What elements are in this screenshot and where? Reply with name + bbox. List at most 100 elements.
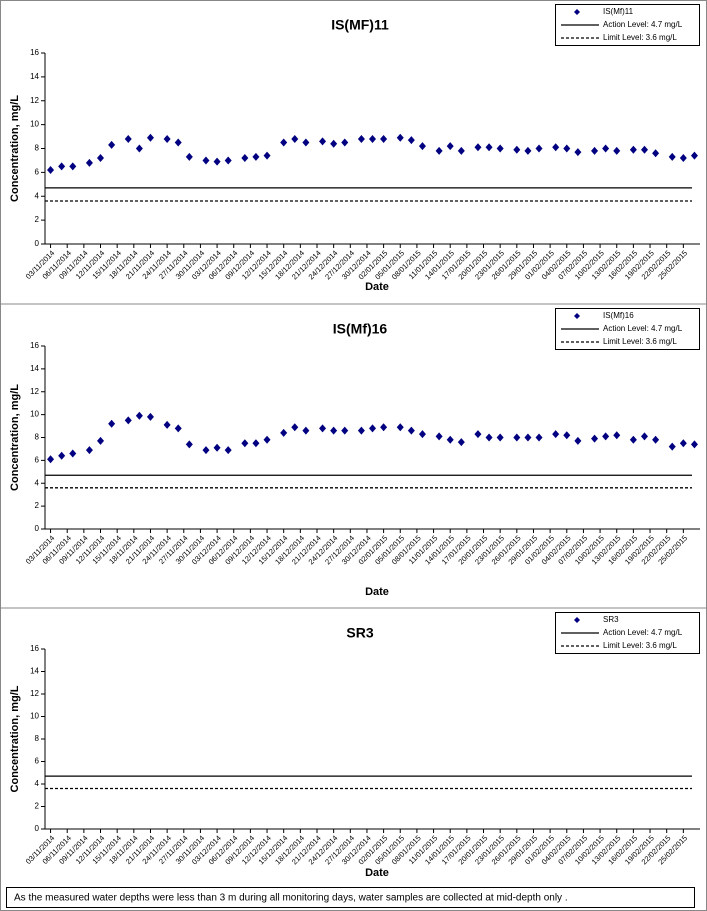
data-point	[369, 424, 376, 433]
data-point	[280, 138, 288, 147]
data-point	[135, 144, 143, 153]
data-point	[108, 140, 116, 149]
data-point	[690, 440, 698, 449]
data-point	[357, 134, 365, 143]
data-point	[58, 162, 66, 171]
data-point	[524, 433, 532, 442]
y-tick-label: 16	[30, 341, 39, 350]
data-point	[302, 426, 310, 435]
y-axis-title: Concentration, mg/L	[9, 384, 21, 491]
data-point	[679, 154, 687, 163]
data-point	[563, 431, 571, 440]
y-tick-label: 14	[30, 364, 39, 373]
data-point	[58, 451, 66, 460]
legend-label: Limit Level: 3.6 mg/L	[603, 337, 677, 346]
data-point	[174, 424, 182, 433]
y-tick-label: 10	[30, 120, 39, 129]
data-point	[291, 423, 299, 432]
data-point	[485, 143, 493, 152]
y-axis-title: Concentration, mg/L	[9, 685, 21, 792]
data-point	[418, 142, 426, 151]
data-point	[552, 143, 560, 152]
data-point	[668, 442, 676, 451]
data-point	[47, 165, 55, 174]
legend-label: Limit Level: 3.6 mg/L	[603, 641, 677, 650]
data-point	[535, 433, 543, 442]
y-axis-title: Concentration, mg/L	[9, 95, 21, 202]
data-point	[330, 139, 338, 148]
data-point	[185, 440, 193, 449]
data-point	[341, 138, 349, 147]
data-point	[185, 152, 193, 161]
data-point	[552, 430, 560, 439]
y-tick-label: 10	[30, 410, 39, 419]
data-point	[652, 149, 660, 158]
data-point	[690, 151, 698, 160]
x-axis-title: Date	[365, 586, 389, 598]
data-point	[146, 412, 154, 421]
legend-label: SR3	[603, 615, 619, 624]
data-point	[252, 152, 260, 161]
y-tick-label: 0	[35, 524, 40, 533]
y-tick-label: 2	[35, 802, 40, 811]
data-point	[202, 156, 210, 165]
x-axis-title: Date	[365, 281, 389, 293]
chart-title: SR3	[346, 625, 373, 641]
data-point	[380, 134, 388, 143]
y-tick-label: 6	[35, 455, 40, 464]
data-point	[457, 146, 465, 155]
data-point	[668, 152, 676, 161]
x-axis-title: Date	[365, 867, 389, 879]
legend-marker	[574, 9, 580, 15]
data-point	[613, 431, 621, 440]
legend-label: Action Level: 4.7 mg/L	[603, 20, 683, 29]
data-point	[69, 449, 77, 458]
data-point	[474, 430, 482, 439]
y-tick-label: 8	[35, 144, 40, 153]
y-tick-label: 12	[30, 387, 39, 396]
legend-label: IS(Mf)16	[603, 311, 634, 320]
data-point	[213, 157, 221, 166]
data-point	[47, 455, 55, 464]
data-point	[202, 446, 210, 455]
y-tick-label: 0	[35, 824, 40, 833]
y-tick-label: 10	[30, 712, 39, 721]
data-point	[524, 146, 532, 155]
y-tick-label: 4	[35, 779, 40, 788]
data-point	[319, 424, 327, 433]
data-point	[85, 158, 93, 167]
legend-label: Action Level: 4.7 mg/L	[603, 628, 683, 637]
note-box	[6, 887, 695, 908]
data-point	[513, 433, 521, 442]
data-point	[241, 439, 249, 448]
y-tick-label: 0	[35, 239, 40, 248]
data-point	[407, 426, 415, 435]
data-point	[435, 146, 443, 155]
legend-marker	[574, 617, 580, 623]
data-point	[69, 162, 77, 171]
data-point	[563, 144, 571, 153]
data-point	[224, 446, 232, 455]
legend-marker	[574, 313, 580, 319]
data-point	[496, 144, 504, 153]
data-point	[396, 133, 404, 142]
data-point	[213, 443, 221, 452]
data-point	[396, 423, 404, 432]
legend-label: Limit Level: 3.6 mg/L	[603, 33, 677, 42]
data-point	[163, 420, 171, 429]
legend-label: Action Level: 4.7 mg/L	[603, 324, 683, 333]
data-point	[446, 435, 454, 444]
data-point	[513, 145, 521, 154]
data-point	[252, 439, 260, 448]
data-point	[418, 430, 426, 439]
y-tick-label: 12	[30, 689, 39, 698]
data-point	[97, 436, 105, 445]
data-point	[457, 438, 465, 447]
y-tick-label: 6	[35, 167, 40, 176]
data-point	[357, 426, 365, 435]
data-point	[174, 138, 182, 147]
y-tick-label: 2	[35, 501, 40, 510]
data-point	[341, 426, 349, 435]
